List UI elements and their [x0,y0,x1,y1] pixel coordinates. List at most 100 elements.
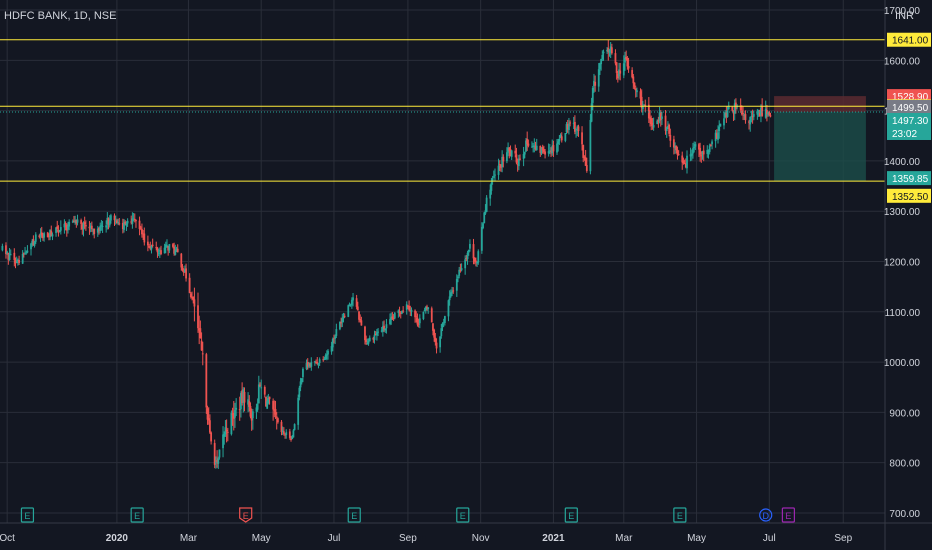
candle-down [552,145,555,152]
candle-up [477,251,480,263]
price-levels[interactable] [0,39,885,182]
candle-up [724,113,727,118]
candle-down [121,222,124,230]
candle-up [401,310,403,314]
candle-down [433,329,436,338]
candle-up [492,176,495,178]
candle-down [50,230,53,237]
candle-down [216,460,218,462]
candle-down [761,106,764,116]
earnings-marker[interactable] [564,507,578,523]
candle-down [402,310,405,312]
candle-down [672,139,675,148]
candle-up [132,218,135,220]
candle-up [467,249,470,253]
price-axis[interactable]: 700.00 800.00 900.00 1000.00 1100.00 1200.00 1… [884,6,921,520]
candle-up [352,297,354,301]
candle-down [659,111,662,120]
candle-up [443,316,446,323]
candle-down [191,296,193,298]
candle-down [408,305,411,311]
candle-down [193,299,196,307]
candle-up [602,51,605,54]
candle-up [33,241,36,246]
candle-up [34,234,37,242]
candle-down [232,413,235,419]
candle-down [582,144,585,158]
earnings-marker[interactable] [673,507,687,523]
candle-up [297,397,300,425]
candle-down [14,260,17,264]
candle-up [31,240,34,244]
earnings-marker[interactable] [239,507,253,523]
candle-up [714,132,717,142]
candle-up [26,250,29,253]
candle-up [30,243,32,250]
candle-down [751,116,754,118]
symbol-title[interactable]: HDFC BANK, 1D, NSE [4,10,117,22]
candle-down [124,221,127,225]
candle-down [155,247,158,249]
candle-down [542,149,545,153]
candle-down [739,105,742,110]
dividend-marker[interactable] [759,508,773,522]
stop-loss-zone[interactable] [774,96,866,112]
currency-label[interactable]: INR [895,10,914,22]
candle-up [484,210,487,214]
candle-down [173,246,176,254]
candle-up [726,110,729,117]
earnings-marker[interactable] [20,507,35,523]
candle-down [392,317,395,319]
candle-up [101,226,104,228]
earnings-marker[interactable] [456,507,470,523]
target-zone[interactable] [774,111,866,182]
candle-down [473,257,476,262]
candle-down [141,228,143,235]
candle-up [440,328,443,337]
candle-down [250,414,253,421]
candle-up [606,49,608,52]
candle-up [652,125,655,128]
candle-down [172,244,174,247]
candle-up [218,449,221,458]
candle-down [682,160,685,164]
candle-down [7,252,10,260]
candle-up [341,318,344,323]
candle-up [575,129,577,131]
candle-up [9,254,12,256]
earnings-marker[interactable] [781,507,795,523]
candle-up [522,154,525,159]
y-tick-label: 700.00 [889,509,920,520]
candle-up [123,222,125,230]
price-label-text: 1528.90 [892,92,929,103]
position-zones[interactable] [774,96,866,182]
candle-down [627,66,630,69]
event-marker-letter: E [785,511,791,521]
earnings-marker[interactable] [347,507,361,523]
candle-up [49,229,51,238]
time-axis[interactable]: Oct 2020 Mar May Jul Sep Nov 2021 Mar May Jul Sep [0,533,853,544]
candle-up [707,151,710,153]
candle-down [391,316,394,319]
candle-down [649,117,651,120]
event-marker-letter: E [351,511,357,521]
earnings-marker[interactable] [130,507,144,523]
event-marker-letter: E [243,511,249,521]
candle-down [626,58,629,67]
candle-down [146,241,149,246]
candle-down [206,408,209,420]
candle-up [609,46,612,50]
candle-down [650,118,653,125]
candle-up [565,124,568,133]
candle-up [25,252,28,254]
candle-up [158,250,161,252]
candle-up [665,127,668,132]
candle-down [142,233,145,235]
candle-up [242,389,245,403]
candle-down [288,431,291,438]
candle-down [359,318,362,321]
candle-up [658,112,661,121]
candle-up [636,90,638,93]
